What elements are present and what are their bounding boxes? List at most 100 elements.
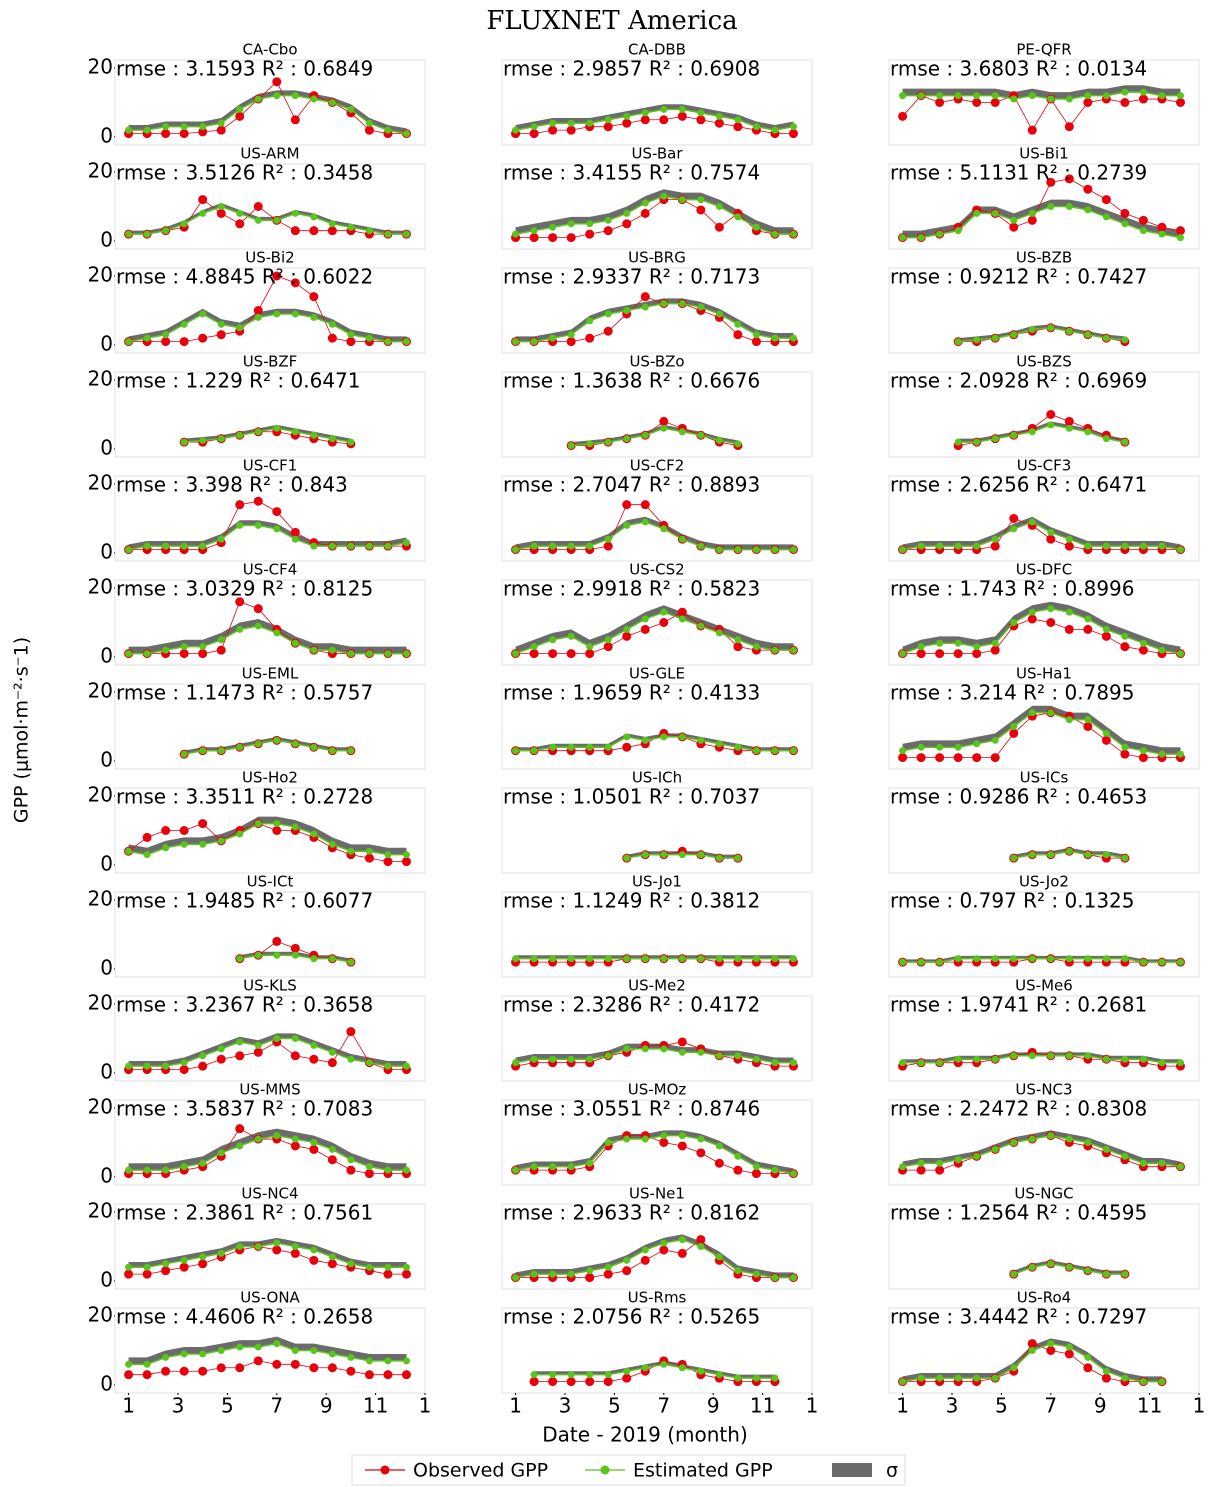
x-tick-label: 1 — [419, 1394, 432, 1418]
estimated-point — [291, 535, 299, 543]
estimated-point — [1047, 528, 1055, 536]
observed-point — [272, 271, 282, 281]
estimated-point — [365, 542, 373, 550]
subplot-title: US-BZB — [1016, 249, 1072, 267]
estimated-point — [384, 1062, 392, 1070]
estimated-point — [604, 310, 612, 318]
series-line — [515, 1134, 794, 1175]
estimated-point — [586, 1267, 594, 1275]
observed-point — [327, 1058, 337, 1068]
series-line — [515, 1048, 794, 1064]
estimated-point — [199, 1253, 207, 1261]
estimated-point — [1176, 234, 1184, 242]
observed-point — [1046, 177, 1056, 187]
estimated-point — [347, 1055, 355, 1063]
observed-point — [1064, 624, 1074, 634]
estimated-point — [310, 1246, 318, 1254]
stats-annotation: rmse : 0.797 R² : 0.1325 — [890, 889, 1135, 913]
estimated-point — [917, 958, 925, 966]
observed-point — [1120, 642, 1130, 652]
estimated-point — [1121, 88, 1129, 96]
observed-point — [935, 98, 945, 107]
series-line — [128, 823, 407, 862]
estimated-point — [1010, 431, 1018, 439]
estimated-point — [199, 310, 207, 318]
observed-point — [603, 541, 613, 551]
observed-point — [1175, 98, 1185, 107]
estimated-point — [347, 1156, 355, 1164]
sigma-band — [128, 1237, 407, 1268]
estimated-point — [1102, 729, 1110, 737]
observed-point — [179, 826, 189, 835]
estimated-point — [715, 1142, 723, 1150]
y-axis-label: GPP (μmol·m⁻²·s⁻1) — [11, 637, 33, 823]
estimated-point — [771, 1374, 779, 1382]
estimated-point — [384, 851, 392, 859]
y-tick-label: 20 — [88, 1198, 113, 1222]
estimated-point — [1047, 955, 1055, 963]
estimated-point — [660, 955, 668, 963]
estimated-point — [254, 521, 262, 529]
estimated-point — [1139, 88, 1147, 96]
observed-point — [235, 500, 245, 510]
estimated-point — [1084, 428, 1092, 436]
estimated-point — [789, 230, 797, 238]
observed-point — [383, 1370, 393, 1380]
estimated-point — [1047, 1260, 1055, 1268]
series-line — [902, 1134, 1181, 1168]
subplot-title: US-CF1 — [243, 457, 298, 475]
estimated-point — [143, 542, 151, 550]
series-line — [515, 736, 794, 752]
sigma-band — [515, 605, 794, 654]
estimated-point — [254, 428, 262, 436]
plot-frame — [888, 995, 1200, 1082]
subplot-title: US-CS2 — [629, 561, 684, 579]
estimated-point — [549, 1055, 557, 1063]
estimated-point — [973, 336, 981, 344]
estimated-point — [789, 1059, 797, 1067]
estimated-point — [347, 223, 355, 231]
x-tick-label: 7 — [270, 1394, 283, 1418]
estimated-point — [347, 105, 355, 113]
estimated-point — [604, 1139, 612, 1146]
estimated-point — [936, 542, 944, 550]
estimated-point — [291, 92, 299, 100]
estimated-point — [180, 643, 188, 651]
estimated-point — [162, 542, 170, 550]
observed-point — [327, 333, 337, 343]
estimated-point — [973, 1374, 981, 1382]
observed-point — [1046, 618, 1056, 627]
observed-point — [290, 943, 300, 953]
estimated-point — [180, 1059, 188, 1067]
y-tick-label: 20 — [88, 990, 113, 1014]
subplot-title: US-ICh — [632, 769, 682, 787]
observed-point — [696, 1235, 706, 1245]
y-tick-label: 0 — [100, 1268, 113, 1292]
observed-point — [953, 753, 963, 763]
estimated-point — [273, 216, 281, 224]
legend-marker — [380, 1465, 390, 1475]
estimated-point — [1084, 1052, 1092, 1060]
estimated-point — [604, 116, 612, 124]
estimated-point — [899, 747, 907, 755]
observed-point — [1009, 222, 1019, 232]
estimated-point — [217, 1249, 225, 1257]
estimated-point — [512, 338, 520, 346]
observed-point — [327, 1259, 337, 1269]
estimated-point — [273, 1239, 281, 1247]
plot-frame — [888, 579, 1200, 666]
subplot-title: US-DFC — [1016, 561, 1073, 579]
estimated-point — [1158, 750, 1166, 758]
observed-point — [290, 1248, 300, 1258]
estimated-point — [1065, 1263, 1073, 1271]
estimated-point — [402, 1357, 410, 1365]
observed-point — [1083, 184, 1093, 194]
estimated-point — [549, 955, 557, 963]
subplot-title: CA-Cbo — [243, 41, 298, 59]
plot-frame — [114, 891, 426, 978]
estimated-point — [1028, 851, 1036, 859]
estimated-point — [1121, 1374, 1129, 1382]
